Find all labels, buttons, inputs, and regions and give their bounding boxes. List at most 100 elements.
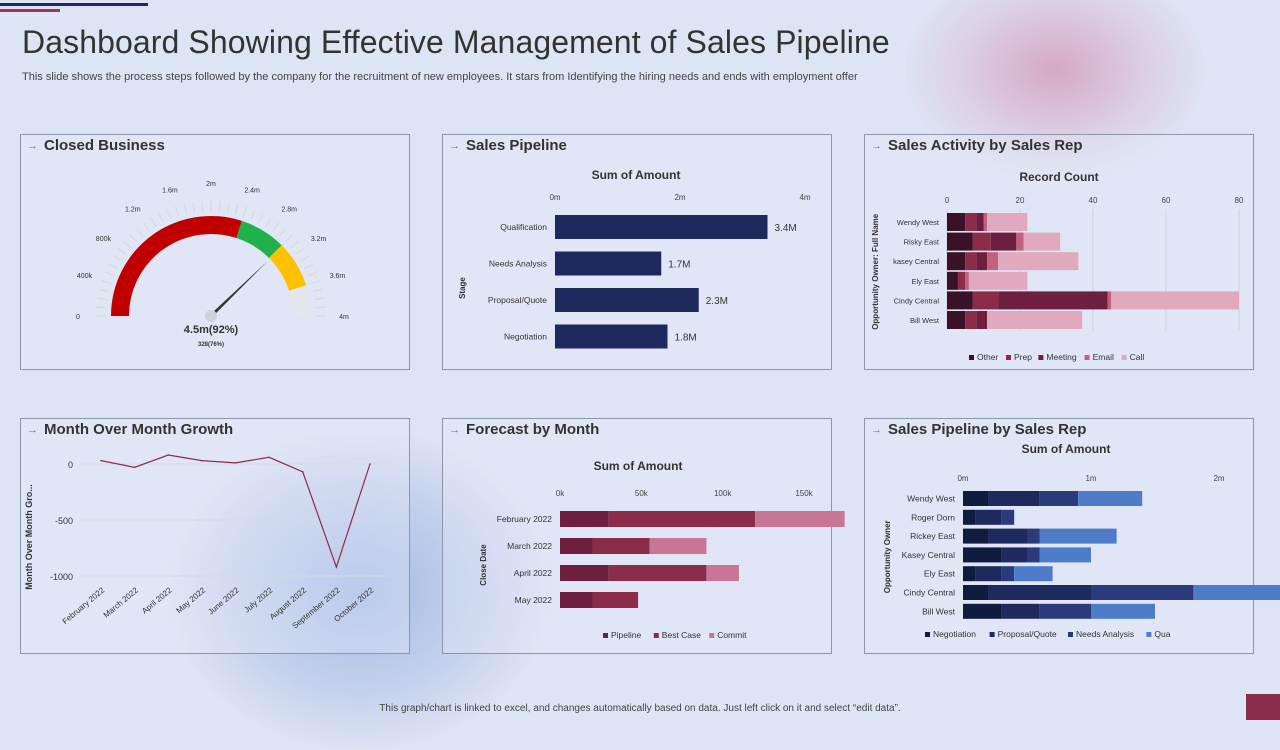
bar-qua-ely-east (1014, 566, 1053, 582)
x-tick-label: 20 (1016, 196, 1025, 205)
sales-activity-chart: Record Count 0 20 40 60 80 Wendy West Risky Eas… (871, 170, 1244, 362)
gauge-minor-tick (304, 263, 314, 269)
category-label-ely-east: Ely East (924, 569, 956, 579)
category-label-wendy-west: Wendy West (907, 494, 956, 504)
bar-needs-analysis-kasey-central (1027, 547, 1040, 563)
bar-proposal-quote-rickey-east (988, 528, 1027, 544)
bar-meeting-bill-west (976, 311, 988, 329)
bar-best-case-may-2022 (592, 592, 639, 608)
gauge-minor-tick (295, 247, 305, 255)
bar-email-ely-east (965, 271, 969, 290)
legend-swatch-meeting (1038, 355, 1044, 360)
bar-email-risky-east (1016, 232, 1024, 251)
bar-prep-ely-east (957, 271, 966, 290)
x-tick-label-june-2022: June 2022 (206, 585, 241, 616)
gauge-minor-tick (234, 204, 239, 215)
category-label-march-2022: March 2022 (507, 541, 552, 551)
data-point-february-2022 (100, 459, 102, 462)
legend-label-prep: Prep (1014, 352, 1032, 362)
bar-needs-analysis-wendy-west (1039, 491, 1079, 506)
gauge-minor-tick (150, 217, 157, 227)
bar-qua-cindy-central (1193, 585, 1280, 600)
gauge-tick-label: 2m (206, 181, 216, 188)
bar-prep-bill-west (965, 311, 977, 329)
gauge-minor-tick (99, 288, 110, 293)
bar-needs-analysis-cindy-central (1091, 585, 1194, 600)
chart-title: Sum of Amount (592, 168, 681, 182)
bar-best-case-february-2022 (608, 511, 756, 527)
gauge-chart: 0 400k 800k 1.2m 1.6m 2m 2.4m 2.8m 3.2m 3.6m 4m 4.5… (76, 181, 349, 348)
legend-swatch-negotiation (925, 632, 930, 637)
x-tick-label-april-2022: April 2022 (140, 585, 174, 615)
panel-title: → Sales Activity by Sales Rep (871, 137, 1083, 154)
gauge-minor-tick (129, 234, 138, 243)
category-label-roger-dorn: Roger Dorn (911, 512, 955, 522)
bar-proposal-quote-ely-east (975, 566, 1002, 582)
bar-negotiation-roger-dorn (963, 509, 976, 525)
bar-commit-february-2022 (755, 511, 845, 527)
bar-negotiation-rickey-east (963, 528, 989, 544)
bar-negotiation-wendy-west (963, 491, 989, 506)
bar-proposal-quote-bill-west (1001, 603, 1040, 619)
panel-sales-activity[interactable]: → Sales Activity by Sales Rep Record Coun… (864, 134, 1254, 370)
bar-proposal-quote-kasey-central (1001, 547, 1027, 563)
gauge-sub-label: 328(76%) (198, 342, 224, 348)
legend-label-call: Call (1130, 352, 1145, 362)
gauge-minor-tick (307, 271, 318, 277)
legend-swatch-best-case (653, 633, 659, 638)
bar-call-cindy-central (1111, 291, 1239, 310)
gauge-minor-tick (183, 204, 188, 215)
gauge-minor-tick (97, 297, 108, 301)
y-axis-label: Opportunity Owner: Full Name (871, 213, 880, 330)
panel-title: → Sales Pipeline by Sales Rep (871, 421, 1087, 438)
panel-mom-growth[interactable]: → Month Over Month Growth 0 -500 -1000 Febru… (20, 418, 410, 654)
bar-meeting-risky-east (990, 232, 1017, 251)
category-label-kasey-central: kasey Central (893, 257, 939, 266)
chart-title: Sum of Amount (594, 459, 683, 473)
category-label-proposal-quote: Proposal/Quote (488, 295, 547, 305)
category-label-april-2022: April 2022 (514, 568, 553, 578)
gauge-minor-tick (242, 206, 248, 217)
panel-title: → Closed Business (27, 137, 165, 154)
gauge-needle-hub (205, 310, 217, 322)
y-axis-label: Month Over Month Gro... (24, 484, 34, 590)
gauge-tick-label: 1.2m (125, 206, 141, 213)
legend-swatch-proposal-quote (989, 632, 995, 637)
gauge-minor-tick (278, 228, 287, 237)
panel-sales-pipeline[interactable]: → Sales Pipeline Sum of Amount 0m 2m 4m Quali… (442, 134, 832, 370)
bar-meeting-wendy-west (976, 213, 984, 231)
series-line (100, 454, 371, 569)
bar-negotiation-bill-west (963, 603, 1002, 619)
data-label-negotiation: 1.8M (675, 333, 697, 344)
panel-closed-business[interactable]: → Closed Business 0 400k 800k 1.2m 1.6m 2m 2.4m… (20, 134, 410, 370)
category-label-cindy-central: Cindy Central (904, 588, 956, 598)
gauge-tick-label: 2.4m (244, 188, 260, 195)
gauge-minor-tick (123, 240, 132, 249)
panel-forecast[interactable]: → Forecast by Month Sum of Amount 0k 50k 100… (442, 418, 845, 654)
legend-swatch-email (1084, 355, 1090, 360)
data-label-qualification: 3.4M (775, 223, 797, 234)
gauge-tick-label: 800k (96, 236, 112, 243)
data-point-august-2022 (301, 471, 304, 473)
x-tick-label-march-2022: March 2022 (102, 585, 141, 619)
bar-pipeline-february-2022 (560, 511, 609, 527)
arrow-right-icon: → (27, 140, 38, 152)
x-tick-label: 100k (714, 489, 732, 498)
panel-title: → Forecast by Month (449, 421, 600, 438)
page-title: Dashboard Showing Effective Management o… (22, 24, 890, 60)
y-axis-label: Opportunity Owner (883, 520, 892, 593)
accent-line-maroon (0, 9, 60, 12)
bar-other-bill-west (947, 311, 966, 329)
panel-pipeline-by-rep[interactable]: → Sales Pipeline by Sales Rep Sum of Amou… (864, 418, 1280, 654)
x-tick-label: 40 (1089, 196, 1098, 205)
arrow-right-icon: → (27, 424, 38, 436)
bar-commit-march-2022 (649, 538, 707, 554)
x-tick-label: 150k (795, 489, 813, 498)
category-label-needs-analysis: Needs Analysis (489, 259, 547, 269)
arrow-right-icon: → (871, 424, 882, 436)
bar-needs-analysis-bill-west (1039, 603, 1091, 619)
category-label-ely-east: Ely East (911, 277, 939, 286)
category-label-bill-west: Bill West (922, 606, 956, 616)
category-label-kasey-central: Kasey Central (902, 550, 955, 560)
legend-label-negotiation: Negotiation (933, 629, 976, 639)
